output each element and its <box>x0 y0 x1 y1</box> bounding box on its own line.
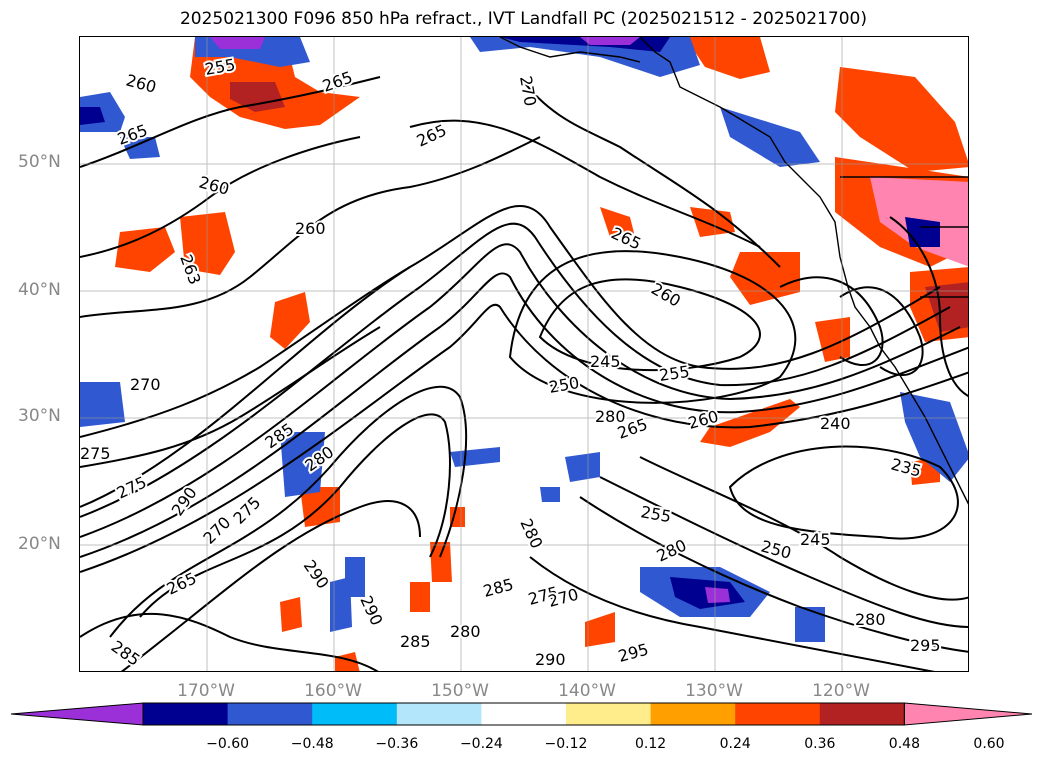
contour-label: 265 <box>164 568 200 598</box>
contour-label: 280 <box>654 535 690 565</box>
contour-label: 270 <box>199 513 234 548</box>
colorbar-tick-label: −0.12 <box>544 736 588 752</box>
colorbar-tick-label: 0.36 <box>804 736 836 752</box>
lon-label-120w: 120°W <box>812 681 870 701</box>
contour-label: 280 <box>450 622 481 641</box>
colorbar-bin <box>227 703 313 725</box>
colorbar-extend-high <box>903 702 1033 726</box>
contour-label-halo: 275 <box>80 444 111 463</box>
contour-label: 275 <box>80 444 111 463</box>
colorbar-bin <box>312 703 398 725</box>
contour-label: 290 <box>168 483 201 519</box>
contour-label: 280 <box>855 610 886 629</box>
coastline <box>499 37 968 505</box>
colorbar-tick-label: −0.36 <box>375 736 419 752</box>
contour-label: 265 <box>608 223 644 253</box>
contour-label: 290 <box>535 650 566 669</box>
contour-label: 280 <box>595 407 626 426</box>
contour-label-halo: 280 <box>595 407 626 426</box>
map-title: 2025021300 F096 850 hPa refract., IVT La… <box>179 9 867 29</box>
contour-label-halo: 270 <box>130 375 161 394</box>
colorbar-tick-label: 0.60 <box>973 736 1005 752</box>
contour-label: 245 <box>800 530 831 549</box>
colorbar-bin <box>650 703 736 725</box>
contour-label-halo: 245 <box>800 530 831 549</box>
contour-label-halo: 240 <box>820 414 851 433</box>
contour-label: 255 <box>658 362 691 385</box>
colorbar-bin <box>819 703 905 725</box>
map-canvas: 2602602552552652652652652702702602602602… <box>80 37 968 671</box>
contour-label: 255 <box>639 502 672 526</box>
contour-label: 265 <box>320 67 355 95</box>
colorbar-bin <box>396 703 482 725</box>
map-panel[interactable]: 260 260 255 255 265 265 265 265 270 270 260 260 260 2… <box>79 36 969 672</box>
lon-label-130w: 130°W <box>685 681 743 701</box>
contour-label: 240 <box>820 414 851 433</box>
lat-label-30n: 30°N <box>18 406 61 426</box>
contour-label: 295 <box>616 640 650 666</box>
contour-label: 270 <box>130 375 161 394</box>
contour-label: 295 <box>910 636 941 655</box>
colorbar-extend-low <box>10 702 144 726</box>
contour-label-halo: 280 <box>450 622 481 641</box>
contour-label-halo: 290 <box>535 650 566 669</box>
colorbar-tick-label: 0.12 <box>635 736 667 752</box>
colorbar-bin <box>143 703 229 725</box>
colorbar-bin <box>735 703 821 725</box>
contour-label: 285 <box>400 632 431 651</box>
lon-label-170w: 170°W <box>177 681 235 701</box>
contour-label-halo: 260 <box>295 219 326 238</box>
contour-label: 275 <box>114 472 150 502</box>
contour-label: 290 <box>300 556 333 592</box>
contour-label: 245 <box>590 352 621 371</box>
contour-label: 280 <box>516 516 546 552</box>
graticule <box>80 37 968 671</box>
lon-label-150w: 150°W <box>431 681 489 701</box>
contour-label: 260 <box>124 71 158 97</box>
contour-label: 250 <box>759 537 793 563</box>
colorbar-tick-label: 0.48 <box>888 736 920 752</box>
lon-label-160w: 160°W <box>304 681 362 701</box>
colorbar-tick-label: −0.24 <box>459 736 503 752</box>
contour-label: 290 <box>356 593 386 629</box>
contour-label-halo: 245 <box>590 352 621 371</box>
colorbar-frame <box>142 702 905 726</box>
colorbar <box>10 702 1033 726</box>
contour-label-halo: 250 <box>547 373 580 397</box>
contour-label: 285 <box>481 575 515 601</box>
colorbar-tick-label: −0.60 <box>206 736 250 752</box>
colorbar-tick-label: 0.24 <box>719 736 751 752</box>
contour-label: 260 <box>197 173 231 199</box>
contour-label: 260 <box>295 219 326 238</box>
contour-label: 260 <box>648 279 684 311</box>
lat-label-20n: 20°N <box>18 534 61 554</box>
colorbar-bin <box>566 703 652 725</box>
colorbar-tick-label: −0.48 <box>290 736 334 752</box>
lon-label-140w: 140°W <box>558 681 616 701</box>
contour-label-halo: 280 <box>855 610 886 629</box>
contour-label-halo: 295 <box>910 636 941 655</box>
lat-label-50n: 50°N <box>18 152 61 172</box>
colorbar-bin <box>481 703 567 725</box>
contour-label: 270 <box>516 74 540 107</box>
contour-label: 285 <box>108 637 144 670</box>
lat-label-40n: 40°N <box>18 280 61 300</box>
contour-label-halo: 285 <box>400 632 431 651</box>
